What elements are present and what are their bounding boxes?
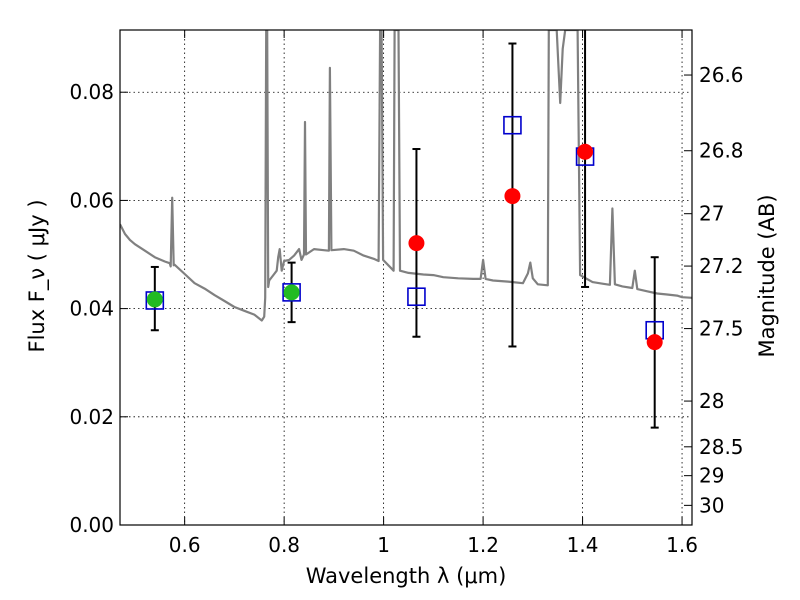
y-axis-ticks: 0.00 0.02 0.04 0.06 0.08	[69, 80, 128, 537]
magnitude-tick-label: 27.2	[699, 254, 744, 278]
x-tick-label: 0.8	[268, 533, 300, 557]
y-tick-label: 0.02	[69, 405, 114, 429]
model-flux-square	[407, 287, 426, 307]
x-tick-label: 1.6	[666, 533, 698, 557]
observed-flux-point	[146, 291, 163, 308]
x-axis-ticks: 0.6 0.8 1 1.2 1.4 1.6	[169, 30, 698, 557]
observed-flux-point	[283, 284, 300, 301]
magnitude-tick-label: 28	[699, 389, 724, 413]
magnitude-tick-label: 28.5	[699, 435, 744, 459]
x-tick-label: 0.6	[169, 533, 201, 557]
y-tick-label: 0.00	[69, 513, 114, 537]
observed-flux-point	[646, 334, 663, 351]
magnitude-tick-label: 27.5	[699, 317, 744, 341]
y-tick-label: 0.08	[69, 80, 114, 104]
observed-point-layer	[146, 143, 663, 351]
magnitude-tick-label: 26.6	[699, 63, 744, 87]
model-flux-square	[503, 115, 522, 135]
magnitude-tick-label: 30	[699, 493, 724, 517]
x-tick-label: 1	[377, 533, 390, 557]
model-spectrum-layer	[120, 30, 692, 322]
x-axis-label: Wavelength λ (μm)	[306, 564, 507, 588]
observed-flux-point	[577, 143, 594, 160]
magnitude-axis-ticks: 26.6 26.8 27 27.2 27.5 28 28.5 29 30	[684, 63, 744, 517]
grid-lines	[120, 30, 692, 526]
errorbar-layer	[150, 30, 659, 429]
magnitude-tick-label: 27	[699, 202, 724, 226]
x-tick-label: 1.4	[567, 533, 599, 557]
model-spectrum-line	[120, 30, 692, 322]
magnitude-tick-label: 26.8	[699, 139, 744, 163]
y-tick-label: 0.06	[69, 188, 114, 212]
magnitude-tick-label: 29	[699, 464, 724, 488]
model-flux-square	[282, 283, 301, 302]
y-axis-label: Flux F_ν ( μJy )	[25, 199, 50, 352]
plot-frame	[119, 29, 693, 526]
x-tick-label: 1.2	[467, 533, 499, 557]
magnitude-axis-label: Magnitude (AB)	[755, 194, 779, 357]
observed-flux-point	[408, 235, 425, 252]
y-tick-label: 0.04	[69, 297, 114, 321]
observed-flux-point	[504, 188, 521, 205]
